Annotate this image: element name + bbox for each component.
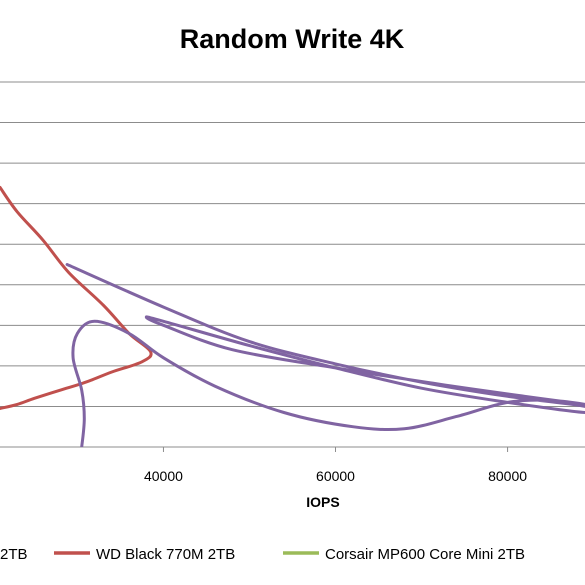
x-tick-label: 60000 bbox=[316, 468, 355, 484]
legend: 2TB WD Black 770M 2TB Corsair MP600 Core M… bbox=[0, 546, 525, 563]
legend-label: WD Black 770M 2TB bbox=[96, 546, 235, 563]
x-axis-ticks: 40000 60000 80000 bbox=[144, 447, 527, 484]
series-layer bbox=[0, 185, 585, 447]
legend-label: 2TB bbox=[0, 546, 28, 563]
x-axis-label: IOPS bbox=[306, 494, 339, 510]
series-line-1 bbox=[0, 185, 153, 410]
chart-title: Random Write 4K bbox=[180, 24, 405, 54]
series-line-3 bbox=[65, 263, 585, 447]
gridlines bbox=[0, 81, 585, 448]
legend-label: Corsair MP600 Core Mini 2TB bbox=[325, 546, 525, 563]
x-tick-label: 40000 bbox=[144, 468, 183, 484]
x-tick-label: 80000 bbox=[488, 468, 527, 484]
